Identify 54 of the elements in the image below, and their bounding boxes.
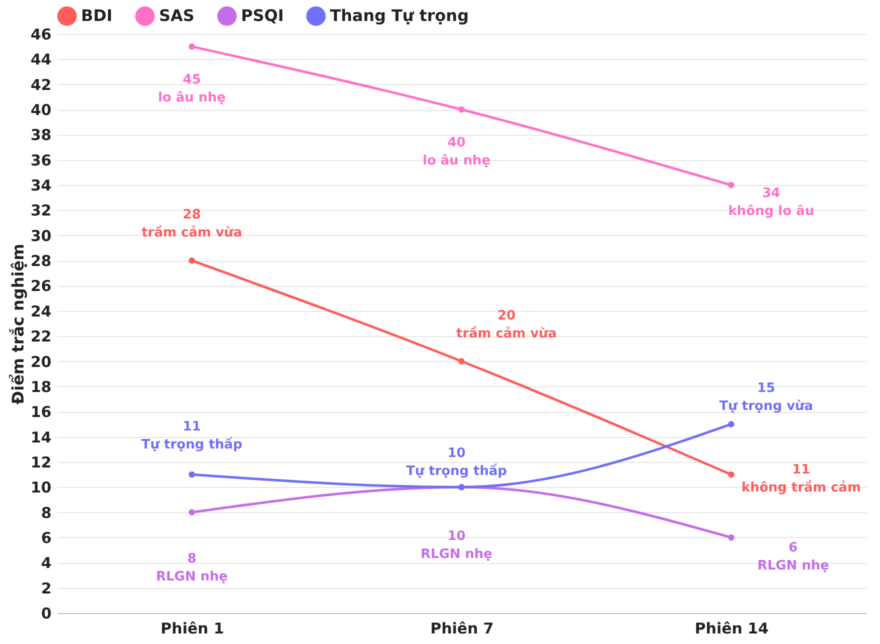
data-label: 20 trầm cảm vừa [456, 308, 557, 342]
x-tick-label: Phiên 14 [694, 620, 769, 638]
y-tick-label: 26 [30, 277, 52, 296]
y-axis-title: Điểm trắc nghiệm [8, 244, 28, 404]
point [188, 43, 195, 50]
legend-label: Thang Tự trọng [330, 6, 469, 26]
data-label: 34 không lo âu [728, 186, 814, 220]
y-tick-label: 22 [30, 328, 52, 346]
legend-label: SAS [159, 6, 194, 26]
y-tick-label: 8 [41, 504, 52, 522]
point [728, 421, 734, 428]
data-label: 45 lo âu nhẹ [158, 72, 226, 106]
y-tick-label: 4 [41, 554, 52, 572]
y-tick-label: 16 [30, 403, 52, 422]
y-tick-label: 36 [30, 151, 52, 170]
point [188, 471, 195, 478]
data-label: 11 không trầm cảm [741, 462, 861, 496]
point [728, 471, 734, 478]
point [458, 106, 465, 113]
data-label: 11 Tự trọng thấp [141, 420, 242, 453]
data-label: 10 RLGN nhẹ [420, 529, 493, 562]
y-tick-label: 40 [30, 101, 52, 120]
y-tick-label: 42 [30, 76, 52, 94]
y-tick-label: 28 [30, 252, 52, 270]
point [458, 358, 465, 364]
legend-label: PSQI [241, 6, 284, 26]
data-label: 10 Tự trọng thấp [406, 446, 507, 480]
y-tick-label: 12 [30, 453, 52, 472]
point [728, 182, 734, 188]
y-tick-label: 2 [41, 579, 52, 598]
data-label: 6 RLGN nhẹ [757, 540, 830, 574]
x-tick-label: Phiên 1 [160, 620, 224, 638]
data-label: 28 trầm cảm vừa [142, 208, 242, 241]
x-tick-label: Phiên 7 [430, 620, 494, 638]
point [188, 509, 195, 516]
data-label: 40 lo âu nhẹ [422, 136, 491, 169]
y-tick-label: 44 [30, 50, 52, 69]
y-tick-label: 14 [30, 428, 52, 446]
y-tick-label: 10 [30, 478, 52, 497]
data-label: 8 RLGN nhẹ [156, 551, 228, 584]
y-tick-label: 0 [41, 604, 52, 622]
y-tick-label: 24 [30, 302, 52, 320]
y-tick-label: 30 [30, 226, 52, 245]
y-tick-label: 32 [30, 202, 52, 220]
y-tick-label: 46 [30, 26, 52, 44]
y-tick-label: 38 [30, 126, 52, 144]
y-tick-label: 18 [30, 378, 52, 396]
y-tick-label: 6 [41, 528, 52, 547]
legend-label: BDI [81, 6, 112, 26]
point [728, 534, 734, 541]
y-tick-label: 20 [30, 352, 52, 371]
point [188, 257, 195, 264]
y-tick-label: 34 [30, 176, 52, 195]
data-label: 15 Tự trọng vừa [719, 381, 814, 414]
